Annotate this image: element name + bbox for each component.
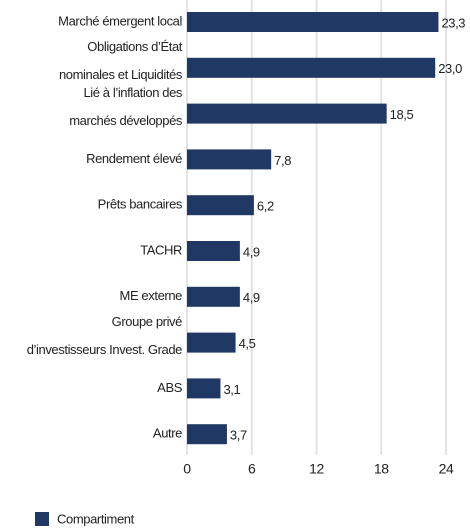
value-label: 3,7 [230, 428, 247, 443]
y-tick-label: d’investisseurs Invest. Grade [27, 342, 182, 357]
y-tick-label: ME externe [120, 288, 183, 303]
bar [187, 286, 240, 307]
y-tick-label: Marché émergent local [58, 13, 182, 28]
bar [187, 241, 240, 261]
y-tick-label: nominales et Liquidités [59, 67, 183, 82]
x-tick-label: 18 [374, 461, 389, 477]
value-label: 18,5 [390, 107, 414, 122]
y-tick-label: TACHR [140, 242, 182, 257]
y-tick-label: marchés développés [69, 113, 183, 128]
value-label: 23,0 [438, 61, 462, 76]
value-label: 4,5 [239, 336, 256, 351]
legend-swatch [35, 512, 49, 526]
y-tick-label: Groupe privé [112, 314, 183, 329]
x-tick-label: 12 [309, 461, 324, 477]
value-label: 4,9 [243, 290, 260, 305]
y-tick-label: Lié à l’inflation des [83, 85, 182, 100]
x-tick-label: 6 [248, 461, 256, 477]
bar [187, 378, 221, 399]
bar [187, 332, 236, 353]
y-tick-label: Autre [153, 426, 182, 441]
y-tick-label: Rendement élevé [86, 151, 182, 166]
bar [187, 103, 387, 124]
x-tick-label: 24 [439, 461, 454, 477]
bar [187, 12, 439, 32]
legend-label: Compartiment [57, 511, 135, 526]
value-label: 23,3 [441, 15, 465, 30]
bar [187, 424, 227, 445]
y-tick-label: Prêts bancaires [98, 197, 183, 212]
value-label: 4,9 [243, 244, 260, 259]
value-label: 6,2 [257, 199, 274, 214]
value-label: 3,1 [223, 382, 240, 397]
bar [187, 149, 272, 170]
bar [187, 57, 436, 78]
x-tick-label: 0 [183, 461, 191, 477]
y-tick-label: Obligations d’État [87, 39, 182, 54]
value-label: 7,8 [274, 153, 291, 168]
y-tick-label: ABS [157, 380, 183, 395]
bar [187, 195, 254, 216]
